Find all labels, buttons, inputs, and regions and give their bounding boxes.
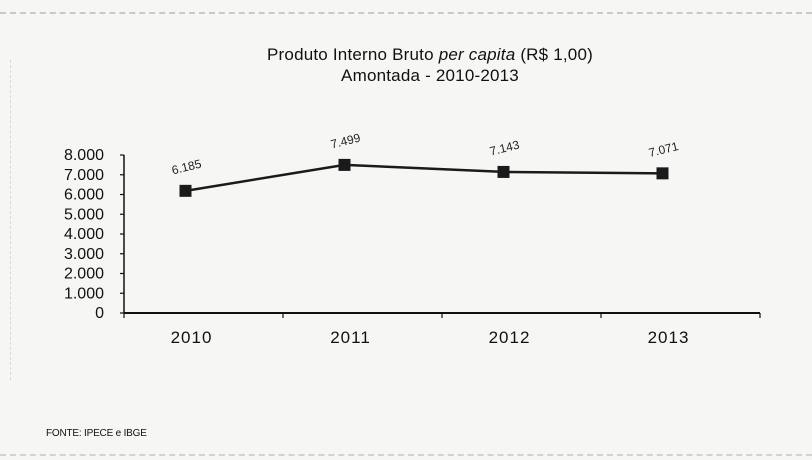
y-tick-label: 0 — [95, 305, 104, 322]
title-prefix: Produto Interno Bruto — [267, 45, 434, 64]
x-tick-label: 2012 — [489, 328, 531, 347]
source-note: FONTE: IPECE e IBGE — [46, 428, 147, 439]
y-tick-label: 5.000 — [64, 206, 104, 223]
y-tick-label: 7.000 — [64, 167, 104, 184]
chart-title: Produto Interno Bruto per capita (R$ 1,0… — [110, 44, 750, 86]
y-tick-label: 4.000 — [64, 226, 104, 243]
bottom-border — [0, 454, 812, 456]
chart-title-line-1: Produto Interno Bruto per capita (R$ 1,0… — [110, 44, 750, 65]
y-tick-label: 6.000 — [64, 187, 104, 204]
y-tick-label: 2.000 — [64, 266, 104, 283]
y-tick-label: 1.000 — [64, 285, 104, 302]
data-point-marker — [497, 165, 510, 178]
title-italic: per capita — [438, 45, 516, 64]
chart-title-line-2: Amontada - 2010-2013 — [341, 66, 519, 85]
data-point-marker — [179, 184, 192, 197]
data-label: 6.185 — [170, 156, 203, 177]
data-label: 7.499 — [329, 131, 362, 152]
title-suffix: (R$ 1,00) — [520, 45, 593, 64]
top-border — [0, 12, 812, 14]
left-border — [10, 60, 11, 380]
data-label: 7.071 — [647, 139, 680, 160]
data-label: 7.143 — [488, 138, 521, 159]
data-point-marker — [656, 167, 669, 180]
x-tick-label: 2013 — [648, 328, 690, 347]
x-tick-label: 2010 — [171, 328, 213, 347]
y-tick-label: 3.000 — [64, 246, 104, 263]
y-tick-label: 8.000 — [64, 147, 104, 164]
series-line — [185, 163, 663, 193]
data-point-marker — [338, 158, 351, 171]
x-tick-label: 2011 — [330, 328, 371, 347]
